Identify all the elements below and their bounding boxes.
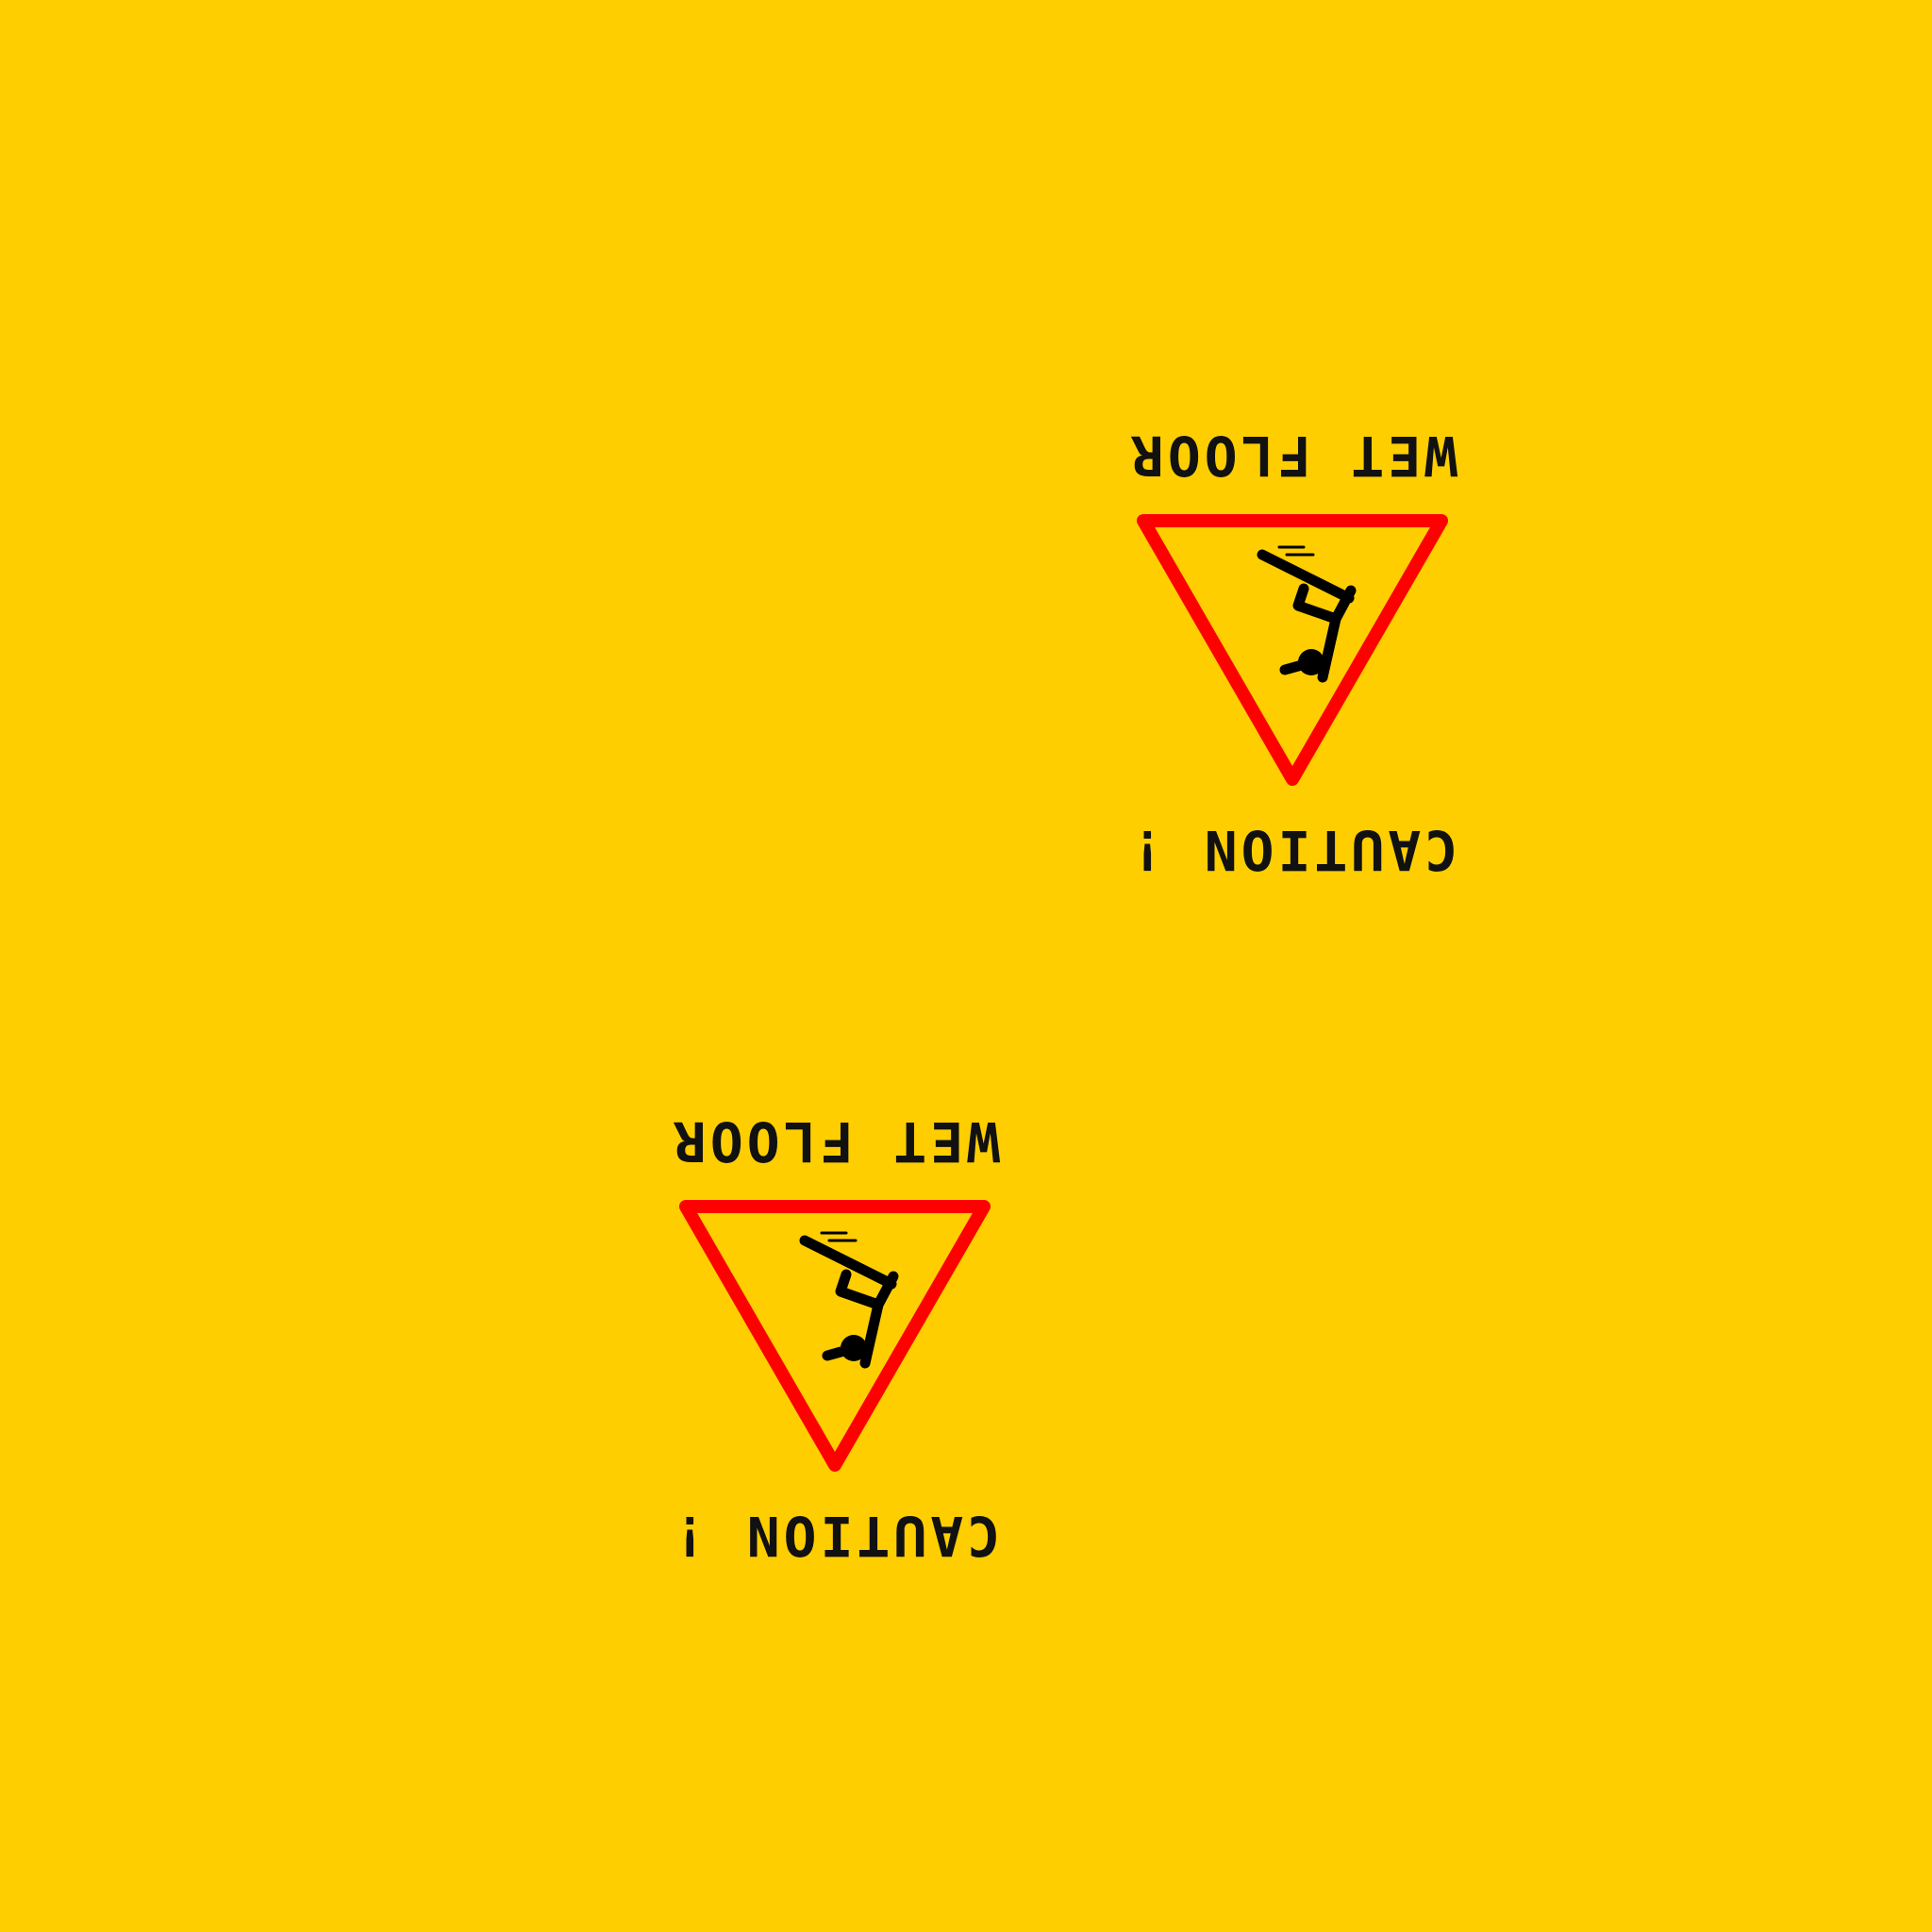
wet-floor-sign: CAUTION ! WET FLOOR: [665, 1109, 1005, 1568]
warning-triangle-icon: [1137, 514, 1448, 786]
slipping-person-icon: [1257, 545, 1357, 683]
slipping-person-icon: [799, 1231, 899, 1369]
caution-label: CAUTION !: [669, 1504, 1001, 1568]
caution-label: CAUTION !: [1126, 818, 1458, 882]
wet-floor-sign: CAUTION ! WET FLOOR: [1123, 424, 1462, 882]
wet-floor-label: WET FLOOR: [669, 1109, 1001, 1174]
warning-triangle-icon: [679, 1200, 991, 1472]
wet-floor-label: WET FLOOR: [1126, 424, 1458, 488]
